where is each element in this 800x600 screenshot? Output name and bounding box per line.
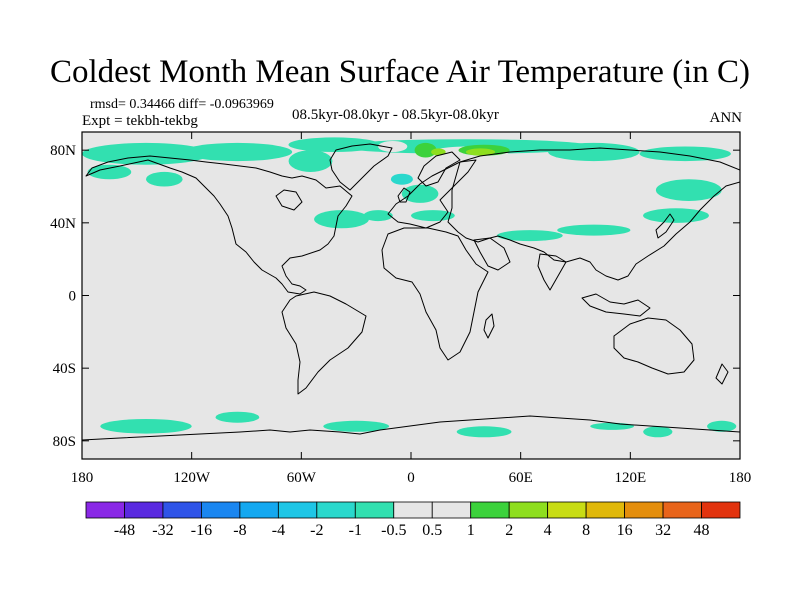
colorbar-label-0: -48 bbox=[114, 522, 135, 539]
period-label: 08.5kyr-08.0kyr - 08.5kyr-08.0kyr bbox=[292, 107, 499, 123]
y-tick-label-0: 80N bbox=[50, 143, 76, 159]
colorbar-label-8: 0.5 bbox=[422, 522, 442, 539]
coast-greenland bbox=[329, 143, 393, 191]
coast-india bbox=[537, 253, 567, 291]
colorbar-label-15: 48 bbox=[694, 522, 710, 539]
colorbar-box-3 bbox=[201, 501, 241, 519]
chart-title: Coldest Month Mean Surface Air Temperatu… bbox=[50, 54, 750, 90]
x-tick-label-6: 180 bbox=[729, 470, 752, 486]
y-tick-label-4: 80S bbox=[53, 434, 76, 450]
colorbar-box-1 bbox=[124, 501, 164, 519]
colorbar-label-7: -0.5 bbox=[381, 522, 406, 539]
y-tick-label-2: 0 bbox=[69, 289, 77, 305]
coast-new-zealand bbox=[715, 363, 729, 385]
colorbar-box-5 bbox=[277, 501, 318, 519]
colorbar-label-6: -1 bbox=[349, 522, 362, 539]
anomaly-region-16 bbox=[655, 179, 722, 202]
anomaly-region-34 bbox=[277, 411, 289, 419]
colorbar-label-9: 1 bbox=[467, 522, 475, 539]
colorbar-box-10 bbox=[470, 501, 510, 519]
anomaly-region-19 bbox=[323, 420, 390, 432]
colorbar-box-9 bbox=[431, 501, 472, 519]
coast-british-isles bbox=[397, 187, 411, 203]
anomaly-region-30 bbox=[253, 168, 276, 180]
anomaly-region-12 bbox=[411, 210, 455, 222]
colorbar-box-4 bbox=[239, 501, 279, 519]
coast-antarctica bbox=[82, 415, 740, 441]
colorbar-label-10: 2 bbox=[505, 522, 513, 539]
anomaly-region-5 bbox=[548, 142, 640, 162]
colorbar-box-14 bbox=[624, 501, 664, 519]
stats-label: rmsd= 0.34466 diff= -0.0963969 bbox=[90, 97, 274, 112]
colorbar-box-0 bbox=[85, 501, 125, 519]
x-tick-label-3: 0 bbox=[407, 470, 415, 486]
anomaly-region-29 bbox=[400, 157, 422, 169]
colorbar-box-2 bbox=[162, 501, 202, 519]
anomaly-region-24 bbox=[390, 173, 413, 185]
coast-madagascar bbox=[483, 313, 495, 339]
anomaly-region-13 bbox=[496, 230, 563, 242]
colorbar-box-11 bbox=[508, 501, 549, 519]
coast-south-america bbox=[281, 291, 367, 395]
coast-asia bbox=[447, 147, 740, 281]
colorbar-box-13 bbox=[585, 501, 625, 519]
colorbar-label-1: -32 bbox=[152, 522, 173, 539]
coast-hudson-bay bbox=[275, 189, 303, 211]
coast-africa bbox=[381, 227, 489, 361]
anomaly-region-38 bbox=[465, 148, 496, 156]
anomaly-region-6 bbox=[639, 146, 731, 162]
colorbar-label-13: 16 bbox=[617, 522, 633, 539]
anomaly-region-31 bbox=[308, 177, 324, 189]
colorbar-label-11: 4 bbox=[544, 522, 552, 539]
colorbar-label-5: -2 bbox=[310, 522, 323, 539]
anomaly-region-26 bbox=[538, 168, 631, 198]
colorbar-box-8 bbox=[393, 501, 433, 519]
colorbar-box-7 bbox=[354, 501, 395, 519]
colorbar-box-15 bbox=[662, 501, 702, 519]
coast-scandinavia bbox=[417, 151, 461, 187]
colorbar-label-3: -8 bbox=[233, 522, 246, 539]
anomaly-region-37 bbox=[431, 148, 446, 156]
coast-north-america bbox=[85, 155, 353, 295]
anomaly-region-17 bbox=[215, 411, 260, 423]
coast-australia bbox=[613, 317, 695, 375]
colorbar-label-4: -4 bbox=[272, 522, 285, 539]
x-tick-label-5: 120E bbox=[614, 470, 646, 486]
anomaly-region-8 bbox=[146, 171, 183, 187]
anomaly-region-9 bbox=[314, 210, 369, 229]
anomaly-region-20 bbox=[456, 426, 512, 438]
season-label: ANN bbox=[709, 110, 743, 126]
anomaly-region-28 bbox=[378, 141, 408, 152]
colorbar-box-16 bbox=[701, 501, 741, 519]
anomaly-region-22 bbox=[643, 426, 673, 438]
experiment-label: Expt = tekbh-tekbg bbox=[82, 113, 198, 129]
colorbar-label-2: -16 bbox=[191, 522, 212, 539]
y-tick-label-3: 40S bbox=[53, 361, 76, 377]
colorbar-label-12: 8 bbox=[582, 522, 590, 539]
anomaly-region-1 bbox=[182, 142, 293, 162]
anomaly-region-10 bbox=[363, 210, 393, 222]
anomaly-region-35 bbox=[414, 142, 437, 158]
x-tick-label-1: 120W bbox=[173, 470, 211, 486]
coast-europe bbox=[387, 159, 477, 229]
x-tick-label-4: 60E bbox=[509, 470, 533, 486]
anomaly-region-18 bbox=[100, 419, 192, 434]
anomaly-region-14 bbox=[557, 224, 631, 236]
anomaly-region-7 bbox=[87, 164, 132, 180]
coast-japan bbox=[655, 213, 675, 239]
colorbar-box-6 bbox=[316, 501, 356, 519]
anomaly-region-21 bbox=[590, 422, 634, 430]
y-tick-label-1: 40N bbox=[50, 216, 76, 232]
anomaly-region-23 bbox=[707, 420, 737, 432]
anomaly-region-2 bbox=[288, 150, 333, 173]
coast-arabia bbox=[473, 237, 511, 271]
colorbar-label-14: 32 bbox=[655, 522, 671, 539]
anomaly-region-11 bbox=[401, 184, 439, 203]
x-tick-label-0: 180 bbox=[71, 470, 94, 486]
x-tick-label-2: 60W bbox=[287, 470, 317, 486]
coast-indonesia bbox=[581, 293, 651, 317]
colorbar-box-12 bbox=[547, 501, 587, 519]
